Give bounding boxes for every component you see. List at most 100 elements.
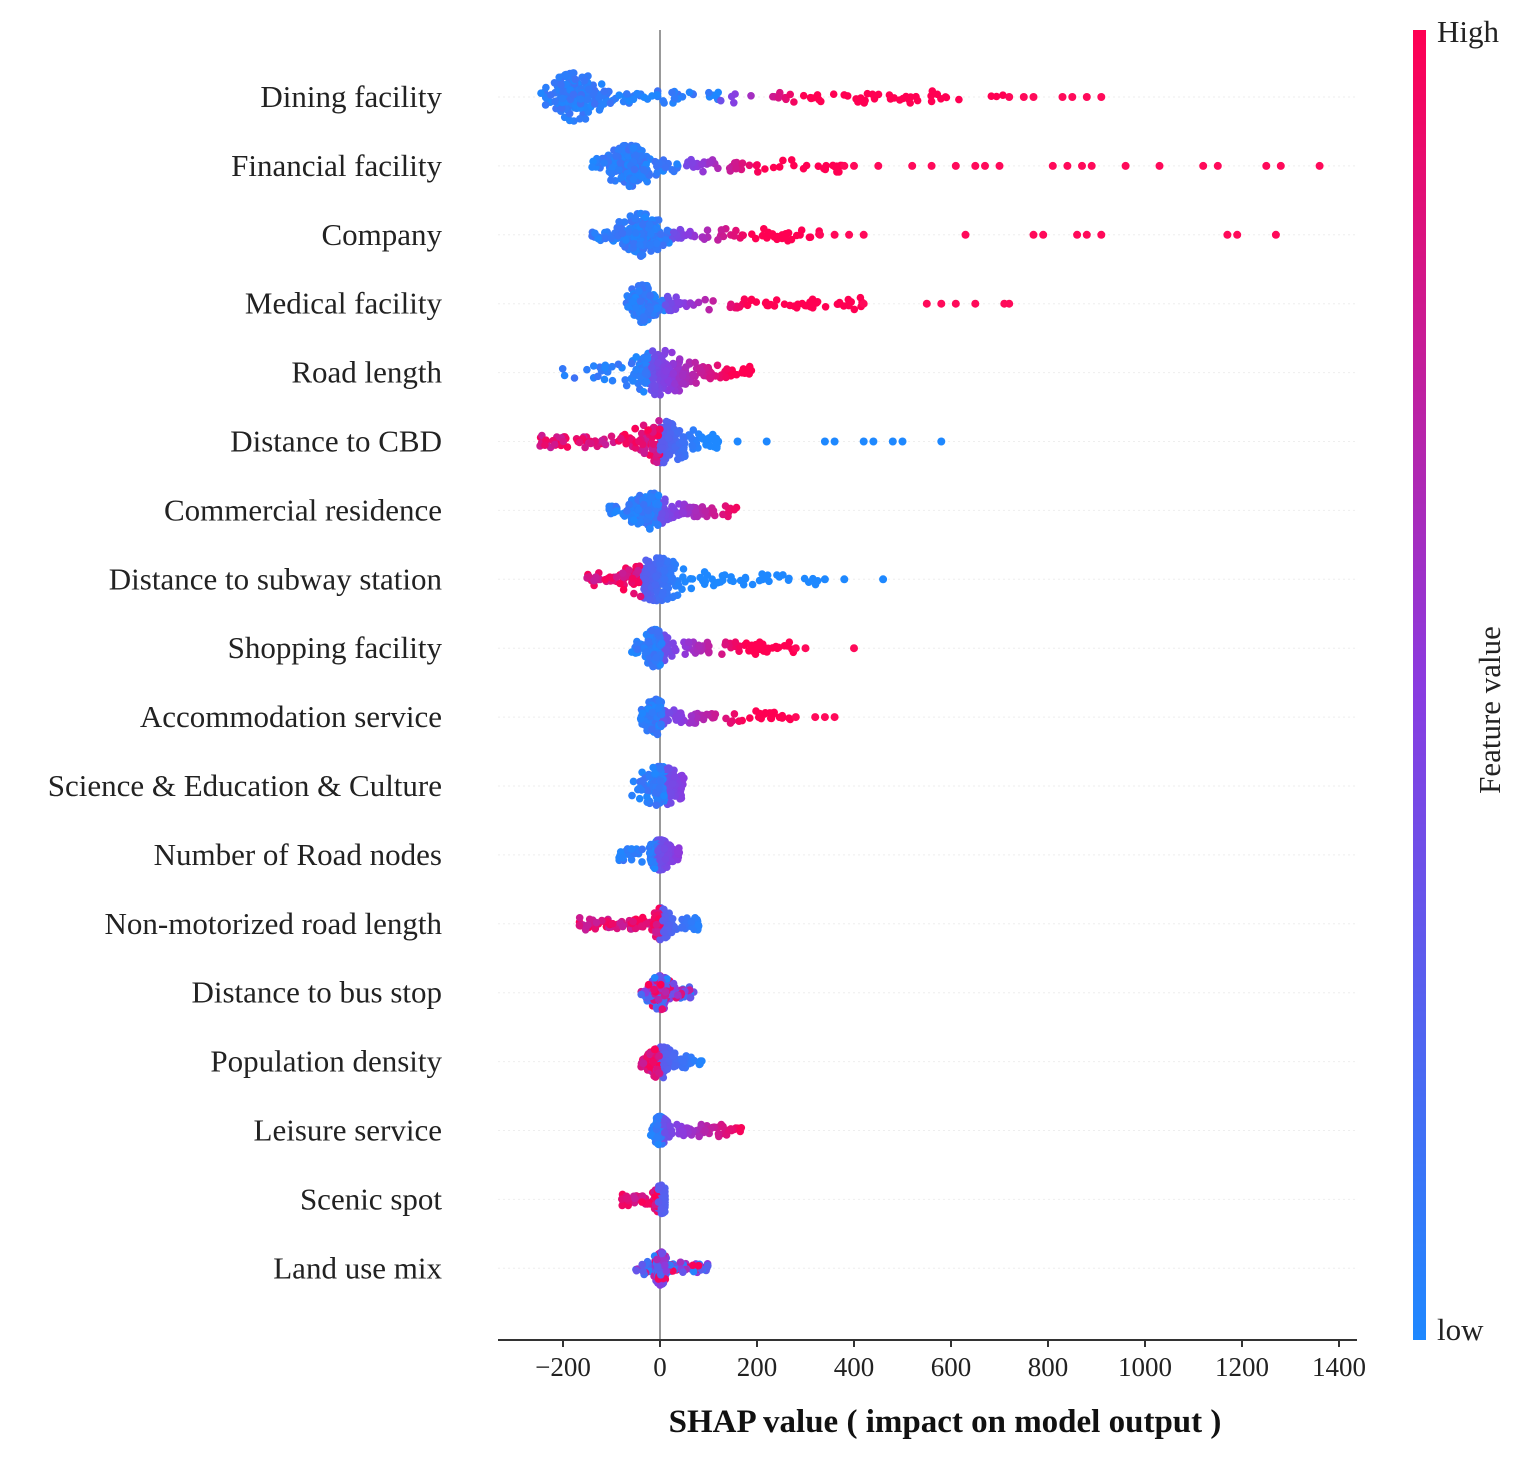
shap-dot	[652, 801, 661, 809]
feature-row-dots	[583, 554, 888, 605]
shap-dot	[633, 645, 642, 654]
feature-row-dots	[637, 1043, 706, 1082]
shap-dot	[541, 101, 550, 109]
shap-dot	[660, 458, 668, 467]
shap-dot	[619, 585, 628, 594]
shap-outlier-dot	[1005, 93, 1014, 101]
shap-dot	[600, 87, 609, 96]
shap-dot	[684, 638, 693, 646]
shap-dot	[714, 88, 722, 97]
shap-dot	[688, 159, 697, 167]
shap-dot	[639, 500, 648, 509]
shap-dot	[762, 575, 771, 583]
shap-dot	[674, 581, 683, 590]
shap-dot	[628, 298, 637, 306]
shap-dot	[653, 1255, 661, 1264]
shap-dot	[667, 789, 675, 797]
shap-dot	[627, 359, 636, 368]
shap-dot	[681, 650, 689, 658]
shap-dot	[637, 922, 646, 930]
shap-dot	[725, 164, 734, 173]
shap-outlier-dot	[1262, 161, 1271, 170]
shap-dot	[625, 566, 633, 574]
shap-dot	[673, 1120, 681, 1129]
shap-dot	[764, 232, 772, 240]
shap-dot	[629, 175, 638, 184]
shap-dot	[653, 729, 661, 738]
shap-dot	[800, 574, 809, 583]
x-tick-label: 400	[834, 1352, 875, 1382]
shap-dot	[682, 363, 690, 371]
shap-dot	[669, 369, 678, 378]
shap-outlier-dot	[879, 575, 888, 584]
shap-outlier-dot	[1029, 230, 1038, 239]
shap-dot	[764, 645, 772, 654]
x-axis-title: SHAP value ( impact on model output )	[669, 1404, 1222, 1440]
shap-dot	[655, 1052, 663, 1060]
shap-dot	[660, 1060, 668, 1069]
shap-dot	[653, 162, 661, 170]
shap-dot	[753, 161, 761, 169]
shap-dot	[658, 1249, 666, 1258]
shap-dot	[687, 712, 696, 720]
shap-dot	[636, 518, 645, 527]
shap-dot	[691, 506, 700, 515]
shap-outlier-dot	[1029, 93, 1038, 101]
shap-dot	[664, 376, 672, 385]
feature-label: Financial facility	[231, 148, 442, 183]
shap-dot	[662, 1050, 671, 1058]
shap-dot	[654, 1112, 663, 1121]
shap-dot	[653, 1263, 662, 1271]
shap-dot	[591, 925, 600, 933]
shap-dot	[597, 80, 606, 88]
shap-dot	[843, 92, 852, 100]
shap-dot	[759, 640, 767, 648]
shap-dot	[658, 444, 667, 453]
shap-dot	[775, 573, 784, 581]
feature-row-dots	[637, 972, 698, 1014]
shap-dot	[639, 421, 648, 430]
shap-dot	[639, 313, 648, 321]
shap-outlier-dot	[869, 437, 878, 446]
shap-dot	[644, 426, 652, 435]
x-tick-label: 1200	[1215, 1352, 1269, 1382]
shap-dot	[601, 363, 609, 372]
shap-dot	[654, 995, 663, 1004]
feature-row-dots	[605, 489, 741, 533]
shap-dot	[688, 441, 696, 450]
feature-label: Distance to bus stop	[191, 975, 442, 1010]
shap-dot	[705, 305, 713, 314]
shap-dot	[575, 914, 584, 922]
shap-dot	[650, 864, 659, 873]
shap-outlier-dot	[820, 575, 829, 584]
shap-dot	[670, 94, 679, 103]
shap-dot	[730, 710, 739, 718]
shap-dot	[607, 234, 616, 243]
shap-outlier-dot	[1271, 230, 1280, 239]
shap-dot	[668, 348, 676, 357]
shap-dot	[624, 228, 633, 236]
shap-dot	[719, 510, 727, 519]
shap-dot	[659, 916, 667, 925]
shap-dot	[668, 780, 677, 788]
feature-label: Company	[321, 217, 442, 252]
shap-dot	[706, 159, 714, 167]
shap-dot	[634, 566, 642, 575]
shap-outlier-dot	[859, 230, 868, 239]
shap-dot	[558, 365, 567, 373]
shap-dot	[657, 980, 665, 989]
shap-dot	[627, 845, 636, 853]
feature-row-dots	[636, 695, 839, 739]
shap-dot	[850, 305, 859, 314]
shap-outlier-dot	[859, 437, 868, 446]
shap-dot	[689, 370, 697, 379]
shap-dot	[714, 236, 722, 244]
shap-dot	[618, 229, 627, 238]
shap-dot	[663, 634, 672, 642]
shap-dot	[713, 361, 722, 370]
shap-dot	[717, 96, 725, 105]
shap-dot	[730, 505, 739, 514]
shap-dot	[660, 844, 669, 853]
shap-dot	[942, 93, 951, 102]
shap-outlier-dot	[971, 299, 980, 308]
